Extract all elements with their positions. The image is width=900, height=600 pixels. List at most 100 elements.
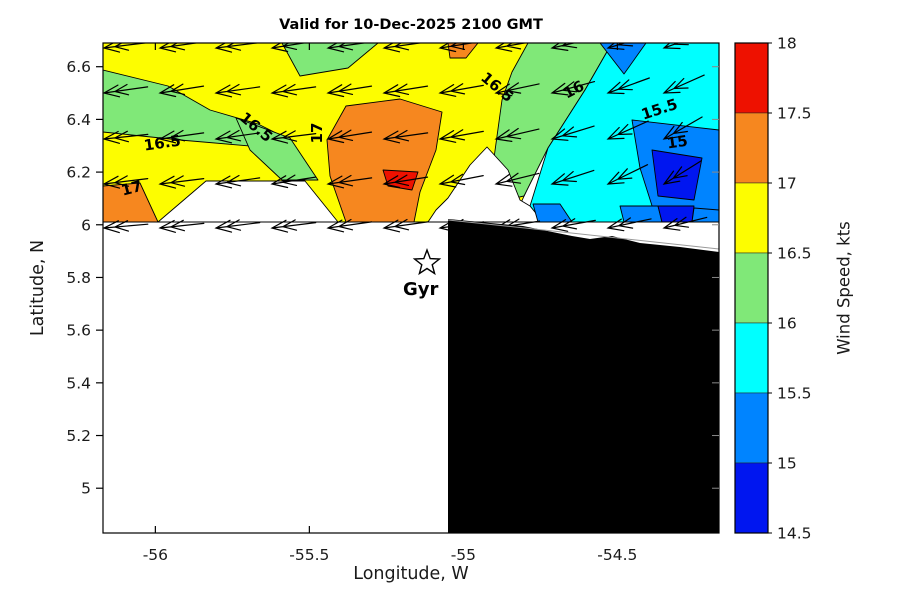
colorbar-tick-label-16: 16: [777, 315, 797, 333]
wind-arrow-r3c6: [438, 173, 484, 188]
wind-arrow-r3c8: [550, 169, 595, 186]
gyre-star-marker: [412, 247, 442, 276]
wind-arrow-r3c5: [382, 174, 429, 189]
wind-arrow-r4c0: [103, 220, 149, 234]
contour-region-blue-bottom-3: [691, 207, 719, 223]
colorbar-tick-label-16.5: 16.5: [777, 245, 812, 263]
colorbar-band-16.5-17: [734, 182, 769, 254]
contour-label-17-2: 17: [308, 123, 326, 144]
y-tick-label-6.2: 6.2: [66, 164, 91, 182]
colorbar-label: Wind Speed, kts: [834, 221, 854, 355]
wind-arrow-r3c3: [270, 174, 317, 189]
wind-arrow-r1c10: [662, 74, 705, 94]
wind-arrow-r3c0: [103, 175, 149, 189]
wind-arrow-r1c8: [550, 81, 596, 96]
y-tick-label-5.4: 5.4: [66, 374, 91, 392]
colorbar-band-15.5-16: [734, 322, 769, 394]
y-tick-label-5.6: 5.6: [66, 322, 91, 340]
x-tick-label--54.5: -54.5: [597, 546, 637, 564]
wind-arrow-r1c9: [606, 77, 650, 95]
wind-arrow-r2c5: [382, 129, 429, 144]
wind-arrow-r2c1: [158, 129, 205, 144]
contour-region-blue-bottom-2: [619, 205, 663, 223]
x-tick-label--55: -55: [451, 546, 476, 564]
wind-arrow-r2c2: [214, 129, 261, 144]
wind-arrow-r4c3: [270, 219, 317, 233]
y-tick-label-6: 6: [81, 216, 91, 234]
wind-arrow-r0c10: [662, 43, 689, 50]
y-tick-label-5.8: 5.8: [66, 269, 91, 287]
colorbar-tick-label-14.5: 14.5: [777, 525, 812, 543]
wind-arrow-r3c1: [158, 175, 205, 189]
wind-arrow-r0c3: [270, 43, 308, 53]
wind-arrow-r0c1: [158, 43, 201, 53]
plot-title: Valid for 10-Dec-2025 2100 GMT: [279, 17, 543, 33]
contour-region-white-wedge: [427, 146, 544, 223]
wind-arrow-r0c4: [326, 43, 369, 53]
wind-arrow-r1c0: [103, 83, 149, 98]
wind-arrow-r3c9: [606, 164, 649, 185]
colorbar-tick-label-18: 18: [777, 35, 797, 53]
wind-arrow-r1c6: [438, 83, 484, 97]
x-tick-label--55.5: -55.5: [289, 546, 329, 564]
wind-arrow-r0c7: [494, 43, 528, 52]
wind-arrow-r2c3: [270, 130, 317, 144]
wind-arrow-r2c7: [494, 127, 540, 142]
colorbar-tick-label-15.5: 15.5: [777, 385, 812, 403]
colorbar-tick-label-15: 15: [777, 455, 797, 473]
wind-arrow-r3c7: [494, 172, 540, 187]
gyre-marker-label: Gyr: [403, 279, 439, 300]
y-tick-label-6.4: 6.4: [66, 111, 91, 129]
contour-region-blue-bottom-1: [532, 203, 573, 223]
wind-arrow-r4c1: [158, 219, 205, 233]
wind-arrow-r3c10: [662, 160, 702, 185]
wind-arrow-r3c4: [326, 174, 373, 189]
y-axis-label: Latitude, N: [28, 239, 48, 337]
wind-arrow-r2c4: [326, 129, 373, 144]
wind-arrow-r0c9: [606, 43, 634, 50]
colorbar-tick-label-17.5: 17.5: [777, 105, 812, 123]
wind-arrow-r4c8: [550, 218, 596, 232]
colorbar-band-14.5-15: [734, 462, 769, 534]
wind-arrow-r2c9: [606, 120, 649, 140]
wind-arrow-r4c9: [606, 217, 652, 232]
y-tick-label-5: 5: [81, 480, 91, 498]
contour-region-darkblue-core: [651, 149, 703, 201]
x-tick-label--56: -56: [143, 546, 168, 564]
coastline: [447, 219, 719, 250]
wind-arrow-r4c4: [326, 218, 373, 233]
wind-arrow-field: [103, 43, 708, 234]
contour-label-17-3: 17: [119, 177, 144, 200]
wind-arrow-r0c5: [382, 43, 425, 53]
wind-arrow-r1c7: [494, 82, 540, 97]
contour-region-orange-left-wedge: [103, 182, 159, 223]
colorbar-band-17-17.5: [734, 112, 769, 184]
y-tick-label-5.2: 5.2: [66, 427, 91, 445]
wind-arrow-r1c3: [270, 83, 317, 98]
wind-arrow-r2c8: [550, 125, 595, 141]
wind-arrow-r1c1: [158, 83, 205, 98]
wind-arrow-r3c2: [214, 174, 261, 189]
contour-region-red-core: [382, 169, 419, 191]
contour-label-15-7: 15: [666, 132, 689, 153]
colorbar-tick-label-17: 17: [777, 175, 797, 193]
wind-arrow-r0c6: [438, 43, 476, 53]
wind-arrow-r4c5: [382, 218, 429, 233]
wind-arrow-r4c2: [214, 219, 261, 233]
contour-region-green-top-patch: [281, 43, 379, 77]
x-axis-label: Longitude, W: [353, 564, 469, 584]
land-mass: [448, 219, 719, 533]
colorbar-band-17.5-18: [734, 42, 769, 114]
wind-arrow-r1c5: [382, 83, 429, 98]
wind-arrow-r2c10: [662, 116, 703, 140]
contour-region-white-trapezoid: [157, 180, 339, 223]
colorbar-band-16-16.5: [734, 252, 769, 324]
wind-arrow-r2c0: [103, 130, 149, 144]
y-tick-label-6.6: 6.6: [66, 58, 91, 76]
contour-region-orange-blob: [326, 98, 443, 223]
wind-arrow-r4c10: [662, 216, 708, 231]
contour-region-blue-top-triangle: [599, 43, 647, 75]
